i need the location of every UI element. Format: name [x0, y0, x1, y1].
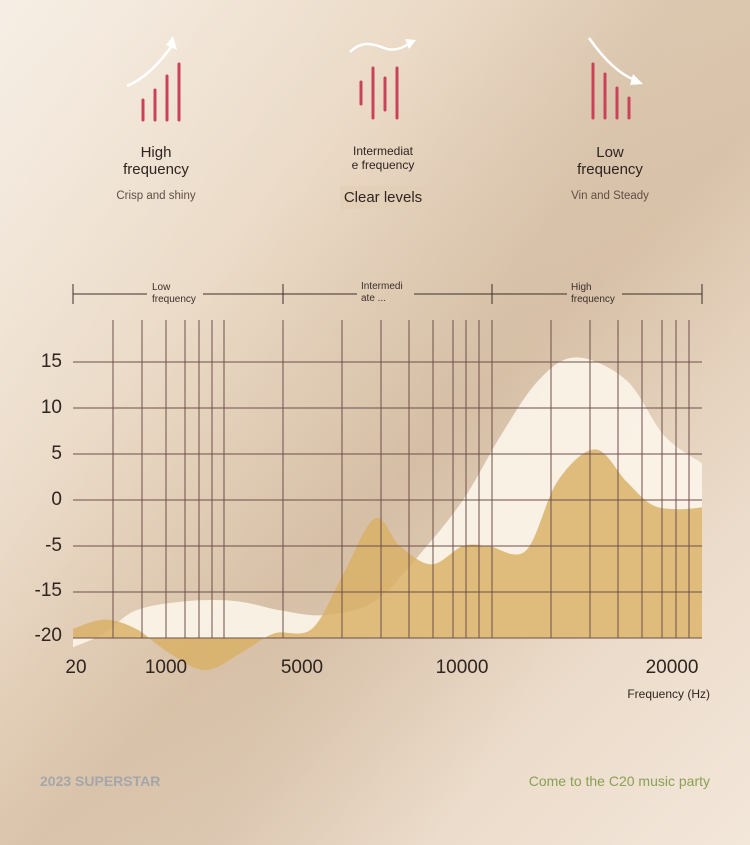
- region-label-low-line2: frequency: [152, 294, 196, 305]
- y-tick-label: -15: [35, 580, 62, 601]
- band-subtitle: Clear levels: [339, 186, 427, 209]
- region-label-high-line2: frequency: [571, 294, 615, 305]
- y-tick-label: 10: [41, 397, 62, 418]
- band-title: High frequency: [123, 144, 189, 178]
- band-high-frequency: High frequency Crisp and shiny: [56, 30, 256, 202]
- x-tick-label: 10000: [436, 657, 489, 678]
- band-subtitle: Vin and Steady: [571, 190, 649, 202]
- x-tick-label: 5000: [281, 657, 323, 678]
- vertical-grid: [112, 320, 690, 638]
- band-low-frequency: Low frequency Vin and Steady: [510, 30, 710, 202]
- band-title: Low frequency: [577, 144, 643, 178]
- rising-bars-icon: [126, 36, 181, 122]
- region-label-mid-line2: ate ...: [361, 293, 386, 304]
- falling-bars-icon: [587, 37, 643, 120]
- wave-bars-icon: [349, 39, 416, 120]
- y-tick-label: -20: [35, 625, 62, 646]
- x-tick-label: 20: [65, 657, 86, 678]
- region-label-low-line1: Low: [152, 282, 171, 293]
- region-bracket: [72, 284, 703, 304]
- x-tick-label: 20000: [646, 657, 699, 678]
- horizontal-grid: [73, 361, 702, 639]
- region-label-mid-line1: Intermedi: [361, 281, 403, 292]
- footer-tagline: Come to the C20 music party: [528, 773, 710, 789]
- region-label-high-line1: High: [571, 282, 592, 293]
- band-title: Intermediat e frequency: [351, 144, 415, 172]
- band-intermediate-frequency: Intermediat e frequency Clear levels: [283, 30, 483, 209]
- band-subtitle: Crisp and shiny: [116, 190, 196, 202]
- y-tick-label: 0: [51, 489, 62, 510]
- footer-brand: 2023 SUPERSTAR: [40, 773, 161, 789]
- y-tick-label: -5: [45, 535, 62, 556]
- y-tick-label: 5: [51, 443, 62, 464]
- frequency-response-chart: Low frequency Intermedi ate ... High fre…: [35, 281, 710, 701]
- x-axis-label: Frequency (Hz): [627, 687, 710, 701]
- y-tick-label: 15: [41, 351, 62, 372]
- series-gold-area: [73, 449, 702, 671]
- x-tick-label: 1000: [145, 657, 187, 678]
